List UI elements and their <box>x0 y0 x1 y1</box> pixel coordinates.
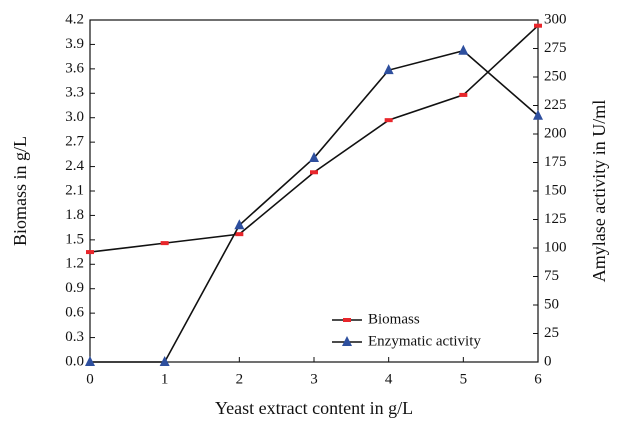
y2-tick-label: 150 <box>544 182 567 198</box>
y-tick-label: 2.4 <box>65 158 84 174</box>
marker <box>533 109 543 120</box>
marker <box>309 151 319 162</box>
series-line <box>89 25 539 253</box>
legend-marker <box>343 318 351 322</box>
y-tick-label: 3.3 <box>65 85 84 101</box>
marker <box>383 64 394 75</box>
y2-tick-label: 25 <box>544 325 559 341</box>
marker <box>234 219 245 230</box>
series-line <box>90 49 539 363</box>
y-tick-label: 0.6 <box>65 305 84 321</box>
y2-tick-label: 75 <box>544 268 559 284</box>
x-tick-label: 3 <box>310 371 318 387</box>
marker <box>159 356 170 366</box>
y2-axis-label: Amylase activity in U/ml <box>589 100 609 282</box>
y-tick-label: 0.9 <box>65 280 84 296</box>
plot-frame <box>89 19 539 363</box>
legend-marker <box>342 336 352 346</box>
marker <box>458 44 469 55</box>
y2-tick-label: 175 <box>544 154 567 170</box>
y2-tick-label: 250 <box>544 68 567 84</box>
y-tick-label: 2.1 <box>65 182 84 198</box>
y2-tick-label: 300 <box>544 11 567 27</box>
x-tick-label: 4 <box>385 371 393 387</box>
x-tick-label: 5 <box>460 371 468 387</box>
marker <box>384 118 393 123</box>
y2-tick-label: 100 <box>544 239 567 255</box>
y-tick-label: 2.7 <box>65 134 84 150</box>
x-tick-label: 0 <box>86 371 94 387</box>
y2-tick-label: 0 <box>544 353 552 369</box>
x-axis-label: Yeast extract content in g/L <box>215 398 413 418</box>
y-axis-label: Biomass in g/L <box>10 136 30 246</box>
x-tick-label: 1 <box>161 371 169 387</box>
marker <box>459 92 468 97</box>
y-tick-label: 1.2 <box>65 256 84 272</box>
y-tick-label: 4.2 <box>65 11 84 27</box>
y2-tick-label: 125 <box>544 211 567 227</box>
marker <box>160 241 169 246</box>
y-tick-label: 3.0 <box>65 109 84 125</box>
legend-label: Biomass <box>368 311 420 327</box>
y2-tick-label: 225 <box>544 97 567 113</box>
x-tick-label: 2 <box>236 371 244 387</box>
y-tick-label: 0.3 <box>65 329 84 345</box>
marker <box>310 170 318 175</box>
y2-tick-label: 200 <box>544 125 567 141</box>
y-tick-label: 1.8 <box>65 207 84 223</box>
y2-tick-label: 275 <box>544 40 567 56</box>
y2-tick-label: 50 <box>544 296 559 312</box>
x-tick-label: 6 <box>534 371 542 387</box>
marker <box>86 250 94 255</box>
marker <box>85 356 95 366</box>
y-tick-label: 3.6 <box>65 60 84 76</box>
y-tick-label: 1.5 <box>65 231 84 247</box>
marker <box>534 23 542 28</box>
y-tick-label: 0.0 <box>65 353 84 369</box>
y-tick-label: 3.9 <box>65 36 84 52</box>
marker <box>235 232 244 237</box>
legend-label: Enzymatic activity <box>368 333 481 349</box>
